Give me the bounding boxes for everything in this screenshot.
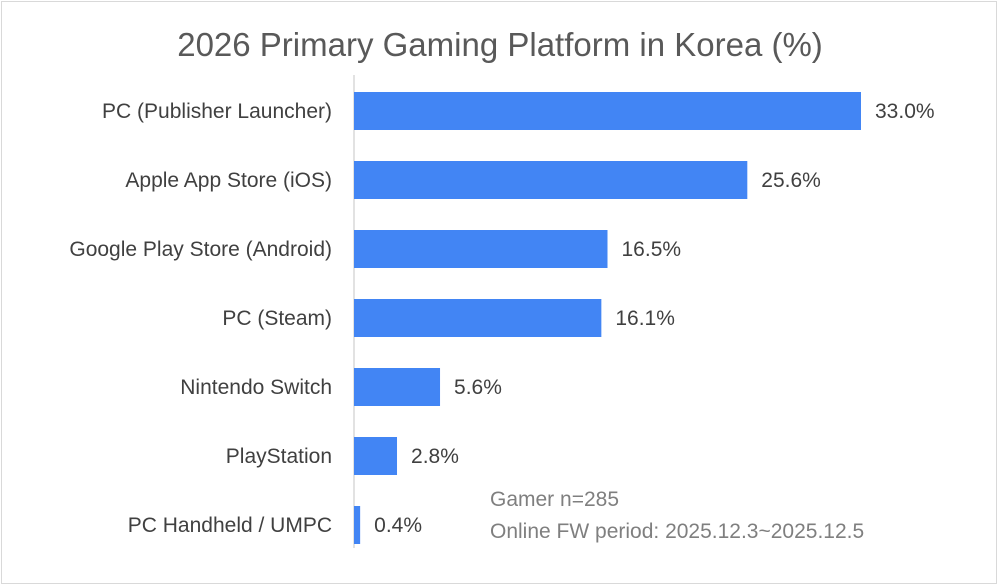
category-label: Google Play Store (Android) — [69, 238, 332, 261]
category-label: PC Handheld / UMPC — [128, 514, 332, 537]
bar — [354, 92, 861, 130]
bar — [354, 161, 748, 199]
value-label: 5.6% — [454, 376, 502, 399]
category-label: PlayStation — [226, 445, 332, 468]
category-label: PC (Publisher Launcher) — [102, 100, 332, 123]
bar — [354, 299, 602, 337]
bar — [354, 230, 608, 268]
category-label: Nintendo Switch — [180, 376, 332, 399]
value-label: 2.8% — [411, 445, 459, 468]
value-label: 16.1% — [615, 307, 675, 330]
fieldwork-period-note: Online FW period: 2025.12.3~2025.12.5 — [490, 520, 864, 543]
value-label: 33.0% — [875, 100, 935, 123]
category-label: Apple App Store (iOS) — [125, 169, 332, 192]
bar — [354, 368, 441, 406]
value-label: 0.4% — [374, 514, 422, 537]
value-label: 16.5% — [622, 238, 682, 261]
category-label: PC (Steam) — [222, 307, 332, 330]
chart-title: 2026 Primary Gaming Platform in Korea (%… — [177, 26, 823, 63]
value-label: 25.6% — [761, 169, 821, 192]
bar — [354, 506, 361, 544]
bar — [354, 437, 398, 475]
sample-size-note: Gamer n=285 — [490, 488, 619, 511]
